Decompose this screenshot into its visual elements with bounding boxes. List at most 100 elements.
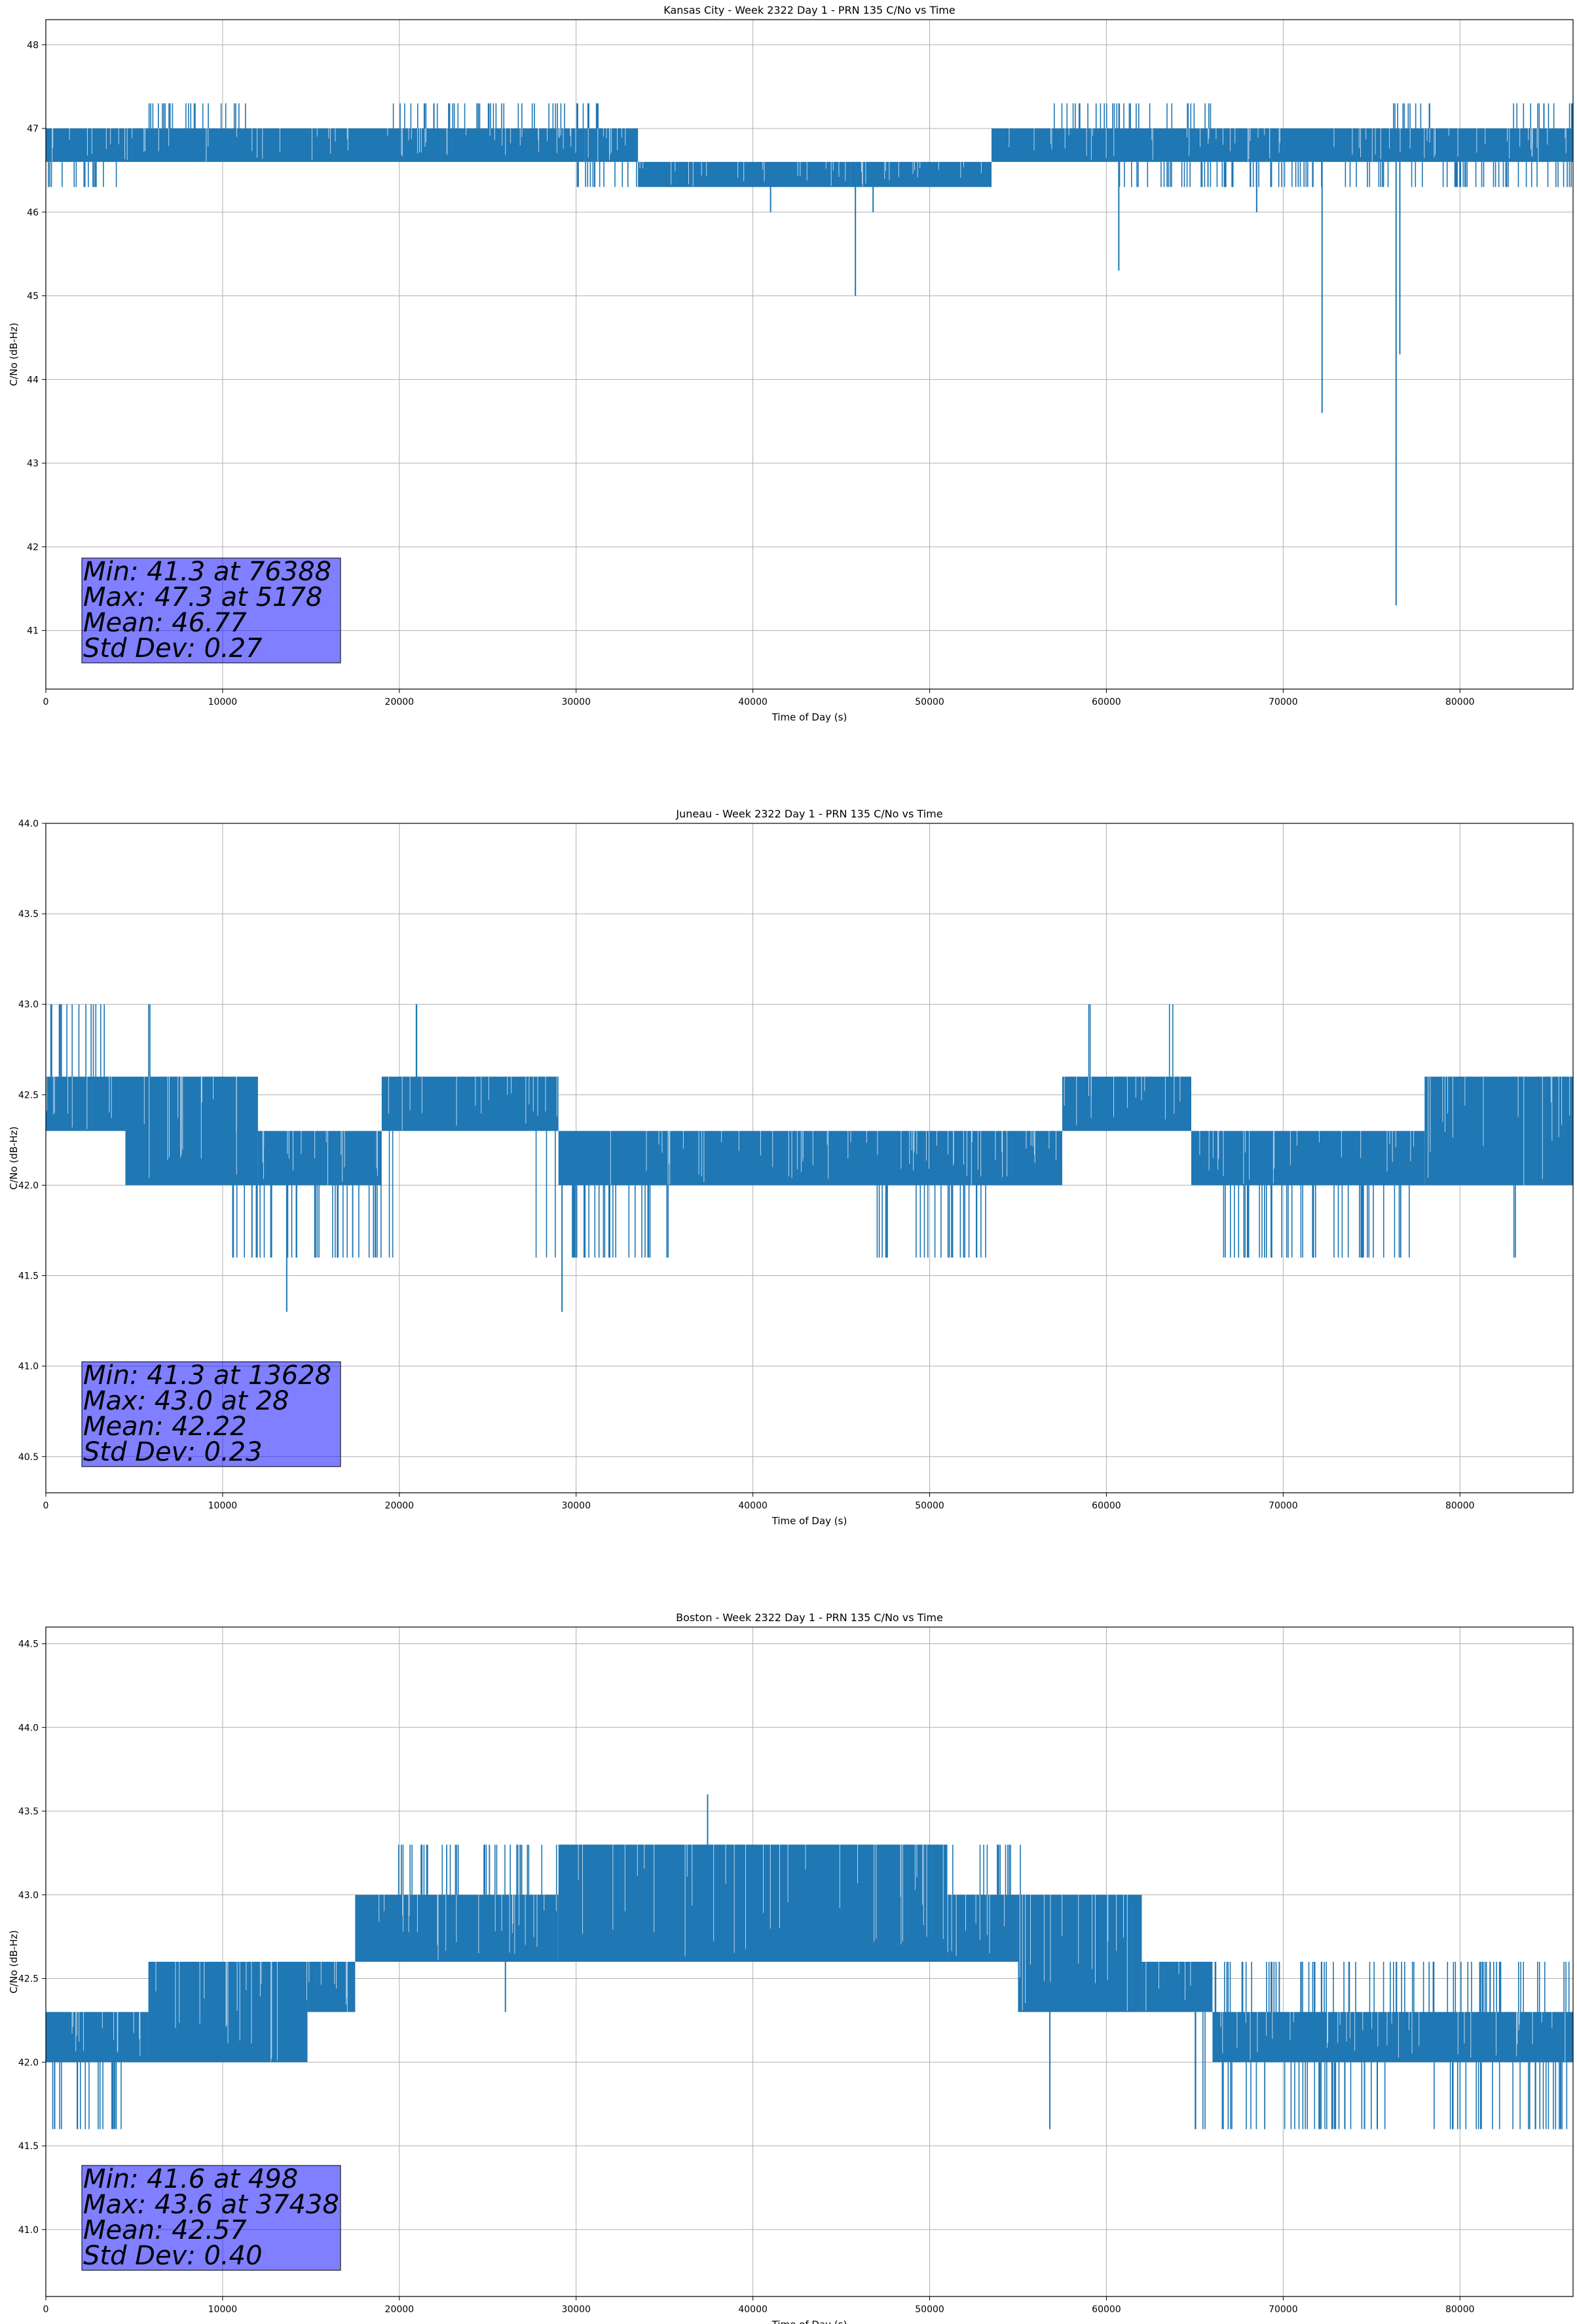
y-axis-label: C/No (dB-Hz) xyxy=(8,1930,20,1994)
y-tick-label: 44.0 xyxy=(18,819,39,829)
stats-max: Max: 43.0 at 28 xyxy=(83,1386,289,1416)
series-band xyxy=(1018,1894,1142,2012)
chart-panel: Boston - Week 2322 Day 1 - PRN 135 C/No … xyxy=(8,1611,1574,2324)
series-band-texture xyxy=(155,1962,307,2062)
x-tick-label: 60000 xyxy=(1092,1501,1121,1511)
y-tick-label: 42 xyxy=(27,542,39,553)
series-spikes-up xyxy=(1054,103,1212,129)
stats-mean: Mean: 42.22 xyxy=(83,1412,247,1442)
series-band xyxy=(1141,1962,1213,2012)
series-spikes-up xyxy=(392,103,599,129)
series-band-texture xyxy=(1220,2012,1566,2062)
series-band-texture xyxy=(1019,1894,1128,2011)
series-band xyxy=(46,128,143,162)
stats-box xyxy=(81,1361,341,1467)
y-tick-label: 42.0 xyxy=(18,1180,39,1191)
series-band xyxy=(46,1076,126,1131)
x-tick-label: 30000 xyxy=(561,1501,591,1511)
series-spikes-up xyxy=(1168,1004,1174,1077)
series-band xyxy=(143,128,585,162)
x-tick-label: 20000 xyxy=(385,2304,415,2315)
series-band-texture xyxy=(610,1131,1056,1185)
series-band-texture xyxy=(46,1076,112,1129)
chart-title: Juneau - Week 2322 Day 1 - PRN 135 C/No … xyxy=(675,808,942,820)
x-tick-label: 50000 xyxy=(915,2304,944,2315)
stats-std: Std Dev: 0.27 xyxy=(83,633,263,664)
series-spikes-down xyxy=(1223,1185,1410,1258)
y-tick-label: 43.5 xyxy=(18,909,39,920)
x-tick-label: 10000 xyxy=(208,1501,238,1511)
series-band-texture xyxy=(262,1131,378,1185)
y-tick-label: 42.0 xyxy=(18,2057,39,2068)
stats-box xyxy=(81,557,341,664)
x-axis-label: Time of Day (s) xyxy=(771,1515,847,1527)
y-tick-label: 45 xyxy=(27,291,39,302)
series-band xyxy=(1191,1131,1425,1186)
series-band xyxy=(355,1894,559,1962)
stats-std: Std Dev: 0.40 xyxy=(83,2241,263,2271)
series-spikes-up xyxy=(1214,1962,1384,2012)
x-tick-label: 70000 xyxy=(1269,2304,1298,2315)
stats-max: Max: 43.6 at 37438 xyxy=(83,2190,339,2220)
series-band xyxy=(850,162,992,187)
x-tick-label: 30000 xyxy=(561,697,591,707)
stats-mean: Mean: 42.57 xyxy=(83,2215,247,2245)
series-band-texture xyxy=(1428,1076,1570,1186)
x-tick-label: 40000 xyxy=(738,1501,768,1511)
x-tick-label: 40000 xyxy=(738,697,768,707)
x-tick-label: 40000 xyxy=(738,2304,768,2315)
y-tick-label: 41.5 xyxy=(18,1271,39,1282)
series-spikes-up xyxy=(1513,103,1573,129)
series-band-texture xyxy=(52,128,133,162)
series-band xyxy=(307,1962,356,2012)
chart-title: Kansas City - Week 2322 Day 1 - PRN 135 … xyxy=(663,4,955,16)
y-tick-label: 44 xyxy=(27,375,39,385)
series-band xyxy=(1062,1076,1191,1131)
y-tick-label: 41 xyxy=(27,626,39,637)
y-tick-label: 43.0 xyxy=(18,1000,39,1010)
y-tick-label: 43 xyxy=(27,459,39,469)
series-band-texture xyxy=(861,162,982,187)
stats-min: Min: 41.6 at 498 xyxy=(83,2164,298,2194)
x-axis-label: Time of Day (s) xyxy=(771,711,847,723)
series-band-texture xyxy=(947,1894,1005,1957)
series-spikes-down xyxy=(535,1131,669,1258)
chart-panel: Kansas City - Week 2322 Day 1 - PRN 135 … xyxy=(8,4,1574,723)
y-tick-label: 42.5 xyxy=(18,1974,39,1985)
series-band xyxy=(992,128,1573,162)
axes-frame xyxy=(45,19,1574,690)
series-spikes-down xyxy=(576,162,637,187)
series-band xyxy=(125,1076,258,1186)
stats-std: Std Dev: 0.23 xyxy=(83,1437,263,1467)
series-spikes-down xyxy=(1434,2062,1568,2129)
x-tick-label: 80000 xyxy=(1445,2304,1475,2315)
x-tick-label: 70000 xyxy=(1269,697,1298,707)
series-spikes-up xyxy=(398,1845,557,1895)
series-band xyxy=(381,1076,559,1131)
x-tick-label: 30000 xyxy=(561,2304,591,2315)
series-trace xyxy=(46,103,1573,606)
y-tick-label: 43.5 xyxy=(18,1807,39,1817)
axes-frame xyxy=(45,1626,1574,2297)
series-spikes-down xyxy=(48,162,117,187)
x-tick-label: 0 xyxy=(43,1501,49,1511)
series-spikes-up xyxy=(1393,103,1430,129)
series-band-texture xyxy=(1145,1962,1191,2011)
y-axis-label: C/No (dB-Hz) xyxy=(8,323,20,386)
series-trace xyxy=(46,1004,1573,1312)
series-band-texture xyxy=(578,1845,944,1957)
series-band-texture xyxy=(308,1962,348,2012)
series-spikes-down xyxy=(876,1185,986,1258)
series-band-texture xyxy=(1064,1076,1181,1125)
y-tick-label: 44.0 xyxy=(18,1723,39,1733)
y-axis-label: C/No (dB-Hz) xyxy=(8,1127,20,1190)
x-tick-label: 20000 xyxy=(385,697,415,707)
series-band xyxy=(257,1131,382,1186)
y-tick-label: 41.5 xyxy=(18,2141,39,2152)
series-spikes-down xyxy=(232,1131,394,1258)
y-tick-label: 41.0 xyxy=(18,1362,39,1372)
stats-mean: Mean: 46.77 xyxy=(83,608,247,638)
stats-min: Min: 41.3 at 76388 xyxy=(83,557,331,587)
series-band-texture xyxy=(388,1076,557,1131)
